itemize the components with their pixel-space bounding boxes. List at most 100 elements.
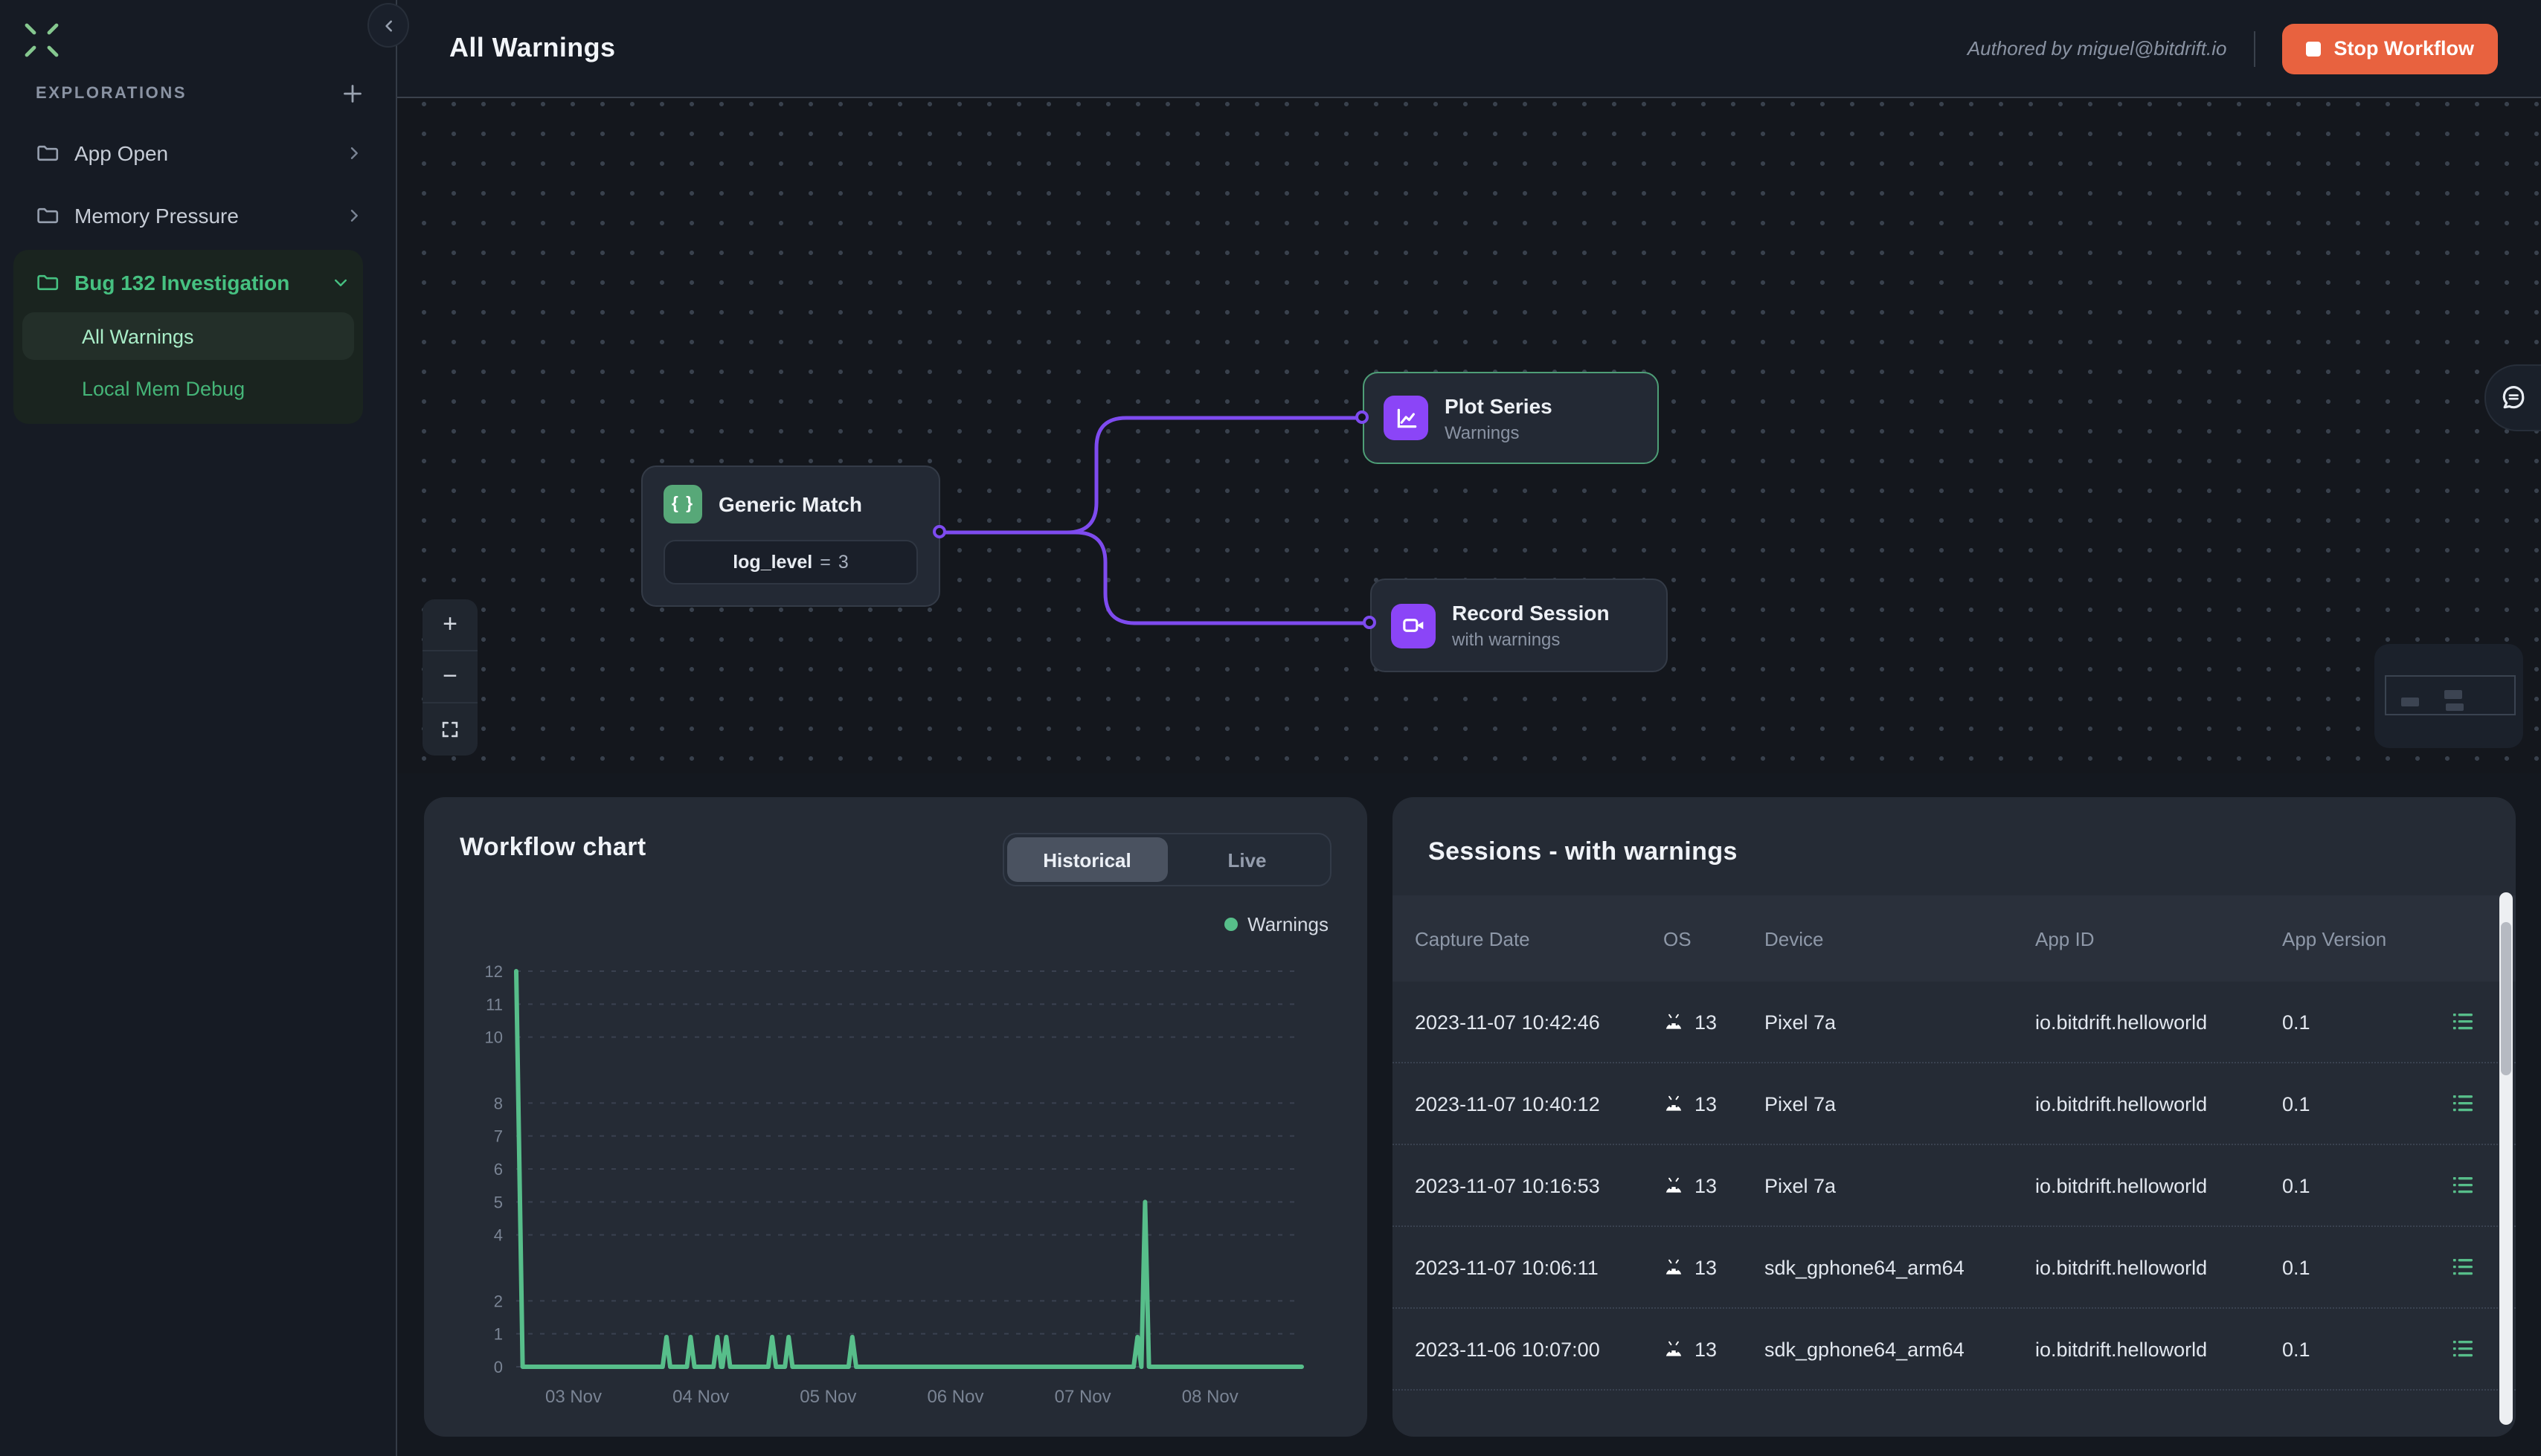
topbar-right: Authored by miguel@bitdrift.io Stop Work… [1967,23,2498,74]
session-table-row[interactable]: 2023-11-07 10:06:11 13 sdk_gphone64_arm6… [1392,1227,2516,1309]
cell-app-version: 0.1 [2282,1256,2419,1278]
session-table-row[interactable]: 2023-11-06 10:07:00 13 sdk_gphone64_arm6… [1392,1309,2516,1391]
x-tick-label: 04 Nov [672,1387,729,1407]
y-tick-label: 12 [485,962,503,981]
cell-app-id: io.bitdrift.helloworld [2035,1174,2282,1196]
node-title: Record Session [1452,601,1610,625]
session-table-row[interactable]: 2023-11-07 10:42:46 13 Pixel 7a io.bitdr… [1392,982,2516,1063]
minimap-node-blip [2444,690,2462,699]
android-icon [1663,1258,1684,1276]
android-icon [1663,1095,1684,1112]
list-icon [2452,1339,2474,1359]
cell-capture-date: 2023-11-07 10:16:53 [1415,1174,1663,1196]
cell-capture-date: 2023-11-07 10:40:12 [1415,1092,1663,1115]
feedback-tab[interactable] [2484,364,2541,431]
folder-icon [36,271,60,294]
cell-os: 13 [1663,1174,1764,1196]
cell-device: Pixel 7a [1764,1174,2035,1196]
x-tick-label: 03 Nov [545,1387,602,1407]
node-text: Record Session with warnings [1452,601,1610,650]
x-tick-label: 07 Nov [1055,1387,1111,1407]
node-record-session[interactable]: Record Session with warnings [1370,579,1668,672]
sidebar-item-label: App Open [74,141,168,165]
workflow-canvas[interactable]: { } Generic Match log_level = 3 Plot Ser… [397,98,2541,773]
topbar: All Warnings Authored by miguel@bitdrift… [397,0,2541,98]
node-generic-match[interactable]: { } Generic Match log_level = 3 [641,466,940,607]
sessions-card-title: Sessions - with warnings [1428,837,1738,866]
column-header-app-version: App Version [2282,927,2419,950]
chevron-right-icon [345,207,363,225]
edge-generic-match-to-plot-series[interactable] [940,418,1363,532]
session-table-row[interactable]: 2023-11-07 10:40:12 13 Pixel 7a io.bitdr… [1392,1063,2516,1145]
sessions-scrollbar-thumb[interactable] [2501,922,2511,1075]
list-icon [2452,1175,2474,1196]
sessions-table-header: Capture Date OS Device App ID App Versio… [1392,895,2516,982]
topbar-divider [2254,30,2255,66]
chart-card-title: Workflow chart [460,833,646,863]
cell-app-id: io.bitdrift.helloworld [2035,1338,2282,1360]
y-tick-label: 11 [486,995,503,1014]
chevron-down-icon [332,274,350,291]
cell-capture-date: 2023-11-07 10:06:11 [1415,1256,1663,1278]
column-header-device: Device [1764,927,2035,950]
bitdrift-logo-icon[interactable] [22,21,61,59]
workflow-chart-card: Workflow chart Historical Live Warnings … [424,797,1367,1437]
sidebar-collapse-button[interactable] [367,3,409,48]
match-condition-pill[interactable]: log_level = 3 [664,540,918,584]
cell-os: 13 [1663,1256,1764,1278]
output-port-generic-match[interactable] [933,525,946,538]
node-text: Plot Series Warnings [1445,393,1552,442]
canvas-zoom-controls: + − [423,599,478,756]
plus-icon [342,83,363,104]
braces-icon: { } [664,485,702,524]
sidebar-group-bug-132: Bug 132 Investigation All Warnings Local… [13,250,363,424]
edge-generic-match-to-record-session[interactable] [940,532,1370,623]
node-title: Generic Match [719,492,862,516]
sidebar-item-all-warnings[interactable]: All Warnings [22,312,354,360]
folder-icon [36,204,60,228]
cell-app-version: 0.1 [2282,1338,2419,1360]
sidebar-item-bug-132-investigation[interactable]: Bug 132 Investigation [22,257,354,308]
video-camera-icon [1391,603,1436,648]
y-tick-label: 2 [494,1292,503,1310]
workflow-line-chart[interactable]: 1211108765421003 Nov04 Nov05 Nov06 Nov07… [460,935,1331,1414]
cell-device: sdk_gphone64_arm64 [1764,1256,2035,1278]
chevron-right-icon [345,144,363,162]
main-area: All Warnings Authored by miguel@bitdrift… [397,0,2541,1456]
chart-legend: Warnings [424,886,1367,935]
sidebar-item-app-open[interactable]: App Open [13,122,363,184]
sidebar-item-memory-pressure[interactable]: Memory Pressure [13,184,363,247]
sidebar-item-local-mem-debug[interactable]: Local Mem Debug [22,364,354,412]
cell-device: sdk_gphone64_arm64 [1764,1338,2035,1360]
minimap-node-blip [2401,698,2419,706]
canvas-minimap[interactable] [2374,644,2523,748]
minimap-viewport [2385,675,2516,715]
zoom-in-button[interactable]: + [423,599,478,651]
cell-app-version: 0.1 [2282,1174,2419,1196]
node-plot-series[interactable]: Plot Series Warnings [1363,372,1659,464]
fit-view-button[interactable] [423,703,478,756]
chart-mode-tabs: Historical Live [1003,833,1331,886]
tab-live[interactable]: Live [1167,837,1327,882]
zoom-out-button[interactable]: − [423,651,478,703]
input-port-record-session[interactable] [1363,616,1376,629]
sessions-card: Sessions - with warnings Capture Date OS… [1392,797,2516,1437]
android-icon [1663,1176,1684,1194]
app-root: EXPLORATIONS App Open Memory Pressure [0,0,2541,1456]
sidebar-item-label: Memory Pressure [74,204,239,228]
authored-by-text: Authored by miguel@bitdrift.io [1967,37,2227,59]
explorations-label: EXPLORATIONS [36,85,187,103]
cell-app-id: io.bitdrift.helloworld [2035,1092,2282,1115]
cell-device: Pixel 7a [1764,1011,2035,1033]
stop-workflow-button[interactable]: Stop Workflow [2282,23,2499,74]
input-port-plot-series[interactable] [1355,410,1369,424]
add-exploration-button[interactable] [342,83,363,104]
bottom-panels: Workflow chart Historical Live Warnings … [397,773,2541,1456]
tab-historical[interactable]: Historical [1007,837,1167,882]
column-header-capture-date: Capture Date [1415,927,1663,950]
session-table-row[interactable]: 2023-11-07 10:16:53 13 Pixel 7a io.bitdr… [1392,1145,2516,1227]
sessions-card-header: Sessions - with warnings [1392,797,2516,867]
sessions-scrollbar-track[interactable] [2499,892,2513,1425]
condition-field: log_level [733,552,812,573]
folder-icon [36,141,60,165]
